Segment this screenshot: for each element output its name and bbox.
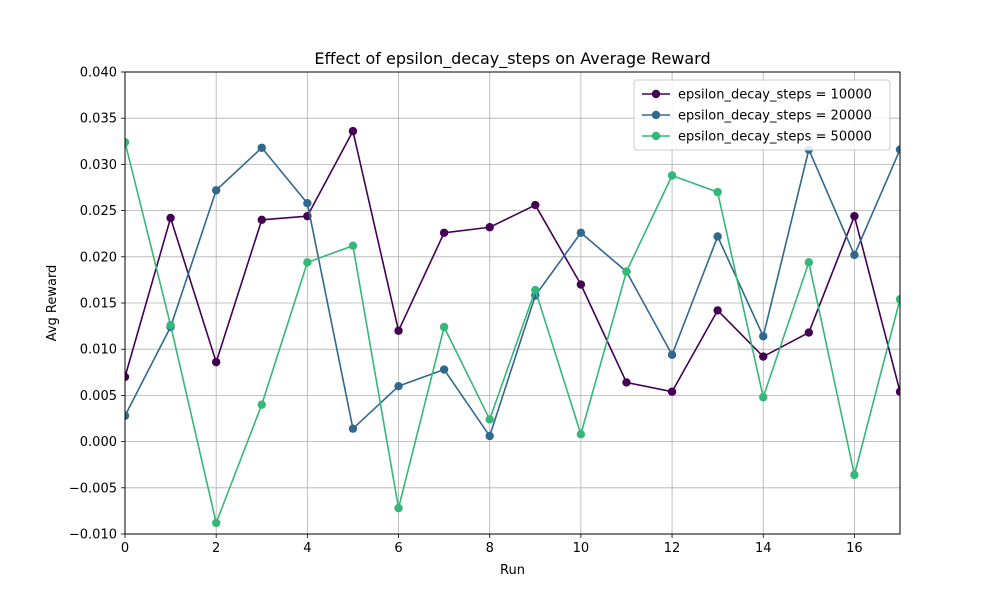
series-line (125, 142, 900, 524)
legend-item: epsilon_decay_steps = 50000 (642, 130, 872, 145)
data-point (759, 332, 768, 341)
y-tick-label: 0.005 (80, 389, 117, 404)
series-1 (125, 126, 900, 396)
data-point (667, 387, 677, 396)
data-point (804, 258, 814, 267)
data-point (713, 232, 722, 241)
y-tick-label: 0.035 (80, 112, 117, 127)
y-tick-label: 0.010 (80, 343, 117, 358)
data-point (125, 372, 130, 382)
data-point (125, 411, 130, 420)
y-tick-label: 0.025 (80, 204, 117, 219)
data-point (759, 393, 768, 402)
data-point (713, 187, 722, 197)
data-point (394, 381, 403, 391)
series-3 (125, 138, 900, 528)
data-point (348, 241, 358, 250)
y-tick-label: −0.010 (69, 528, 117, 543)
data-point (257, 400, 266, 409)
ticks: 0 2 4 6 8 10 12 14 16 −0.010 −0.005 0.000 0.005 0.010… (69, 66, 863, 557)
data-point (485, 415, 494, 424)
data-point (531, 200, 540, 210)
data-point (348, 126, 358, 136)
data-point (667, 350, 677, 359)
legend-item: epsilon_decay_steps = 20000 (642, 109, 872, 124)
x-tick-label: 12 (664, 541, 681, 556)
data-point (439, 322, 449, 332)
x-tick-label: 6 (394, 541, 402, 556)
data-point (439, 228, 449, 237)
data-point (622, 378, 631, 387)
y-tick-label: 0.030 (80, 158, 117, 173)
data-point (394, 503, 403, 513)
legend-label: epsilon_decay_steps = 20000 (678, 109, 872, 124)
data-point (850, 470, 859, 480)
data-point (531, 285, 540, 295)
data-point (622, 267, 631, 276)
y-tick-label: 0.040 (80, 66, 117, 81)
y-tick-label: −0.005 (69, 481, 117, 496)
data-point (211, 518, 221, 528)
legend: epsilon_decay_steps = 10000 epsilon_decay… (633, 79, 891, 151)
x-tick-label: 0 (121, 541, 129, 556)
data-point (759, 352, 768, 361)
data-point (895, 145, 900, 154)
x-tick-label: 8 (486, 541, 494, 556)
data-point (303, 199, 312, 208)
data-point (576, 430, 586, 439)
data-point (485, 223, 494, 232)
data-point (166, 320, 175, 330)
data-point (348, 424, 358, 433)
data-point (394, 326, 403, 335)
x-tick-label: 10 (573, 541, 590, 556)
legend-box (633, 79, 891, 151)
legend-marker (651, 110, 661, 120)
data-point (850, 211, 859, 221)
data-point (576, 280, 586, 289)
data-point (804, 328, 814, 337)
data-point (125, 138, 130, 147)
data-point (166, 213, 175, 223)
chart-title: Effect of epsilon_decay_steps on Average… (314, 49, 710, 69)
x-tick-label: 16 (846, 541, 863, 556)
y-axis-title: Avg Reward (45, 265, 60, 342)
data-point (257, 215, 266, 225)
series-layer (125, 126, 900, 528)
data-point (895, 387, 900, 396)
data-point (576, 228, 586, 237)
data-point (211, 186, 221, 195)
y-tick-label: 0.000 (80, 435, 117, 450)
y-tick-label: 0.015 (80, 297, 117, 312)
legend-label: epsilon_decay_steps = 50000 (678, 130, 872, 145)
data-point (257, 143, 266, 152)
legend-marker (651, 89, 661, 99)
data-point (439, 365, 449, 374)
x-tick-label: 14 (755, 541, 772, 556)
x-tick-label: 4 (303, 541, 311, 556)
data-point (485, 431, 494, 441)
data-point (895, 295, 900, 304)
x-tick-label: 2 (212, 541, 220, 556)
legend-label: epsilon_decay_steps = 10000 (678, 88, 872, 103)
legend-item: epsilon_decay_steps = 10000 (642, 88, 872, 103)
data-point (211, 357, 221, 367)
data-point (713, 306, 722, 315)
legend-marker (651, 131, 661, 141)
series-line (125, 146, 900, 437)
series-line (125, 130, 900, 393)
x-axis-title: Run (500, 563, 525, 578)
data-point (850, 250, 859, 260)
data-point (303, 258, 312, 267)
data-point (667, 171, 677, 180)
y-tick-label: 0.020 (80, 250, 117, 265)
